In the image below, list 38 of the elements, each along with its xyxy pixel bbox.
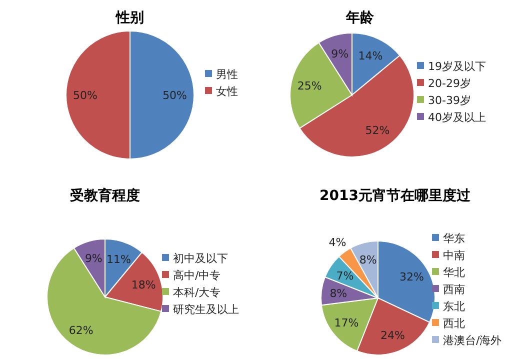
legend-label: 女性 bbox=[216, 85, 238, 98]
data-label: 17% bbox=[334, 316, 359, 330]
data-label: 9% bbox=[84, 252, 102, 266]
legend-label: 30-39岁 bbox=[428, 94, 471, 107]
data-label: 52% bbox=[365, 124, 390, 138]
chart-title: 性别 bbox=[115, 10, 144, 26]
data-label: 14% bbox=[358, 50, 383, 63]
data-label: 62% bbox=[68, 324, 94, 337]
legend-label: 19岁及以下 bbox=[428, 60, 486, 73]
legend-label: 西南 bbox=[443, 283, 465, 296]
chart-title: 2013元宵节在哪里度过 bbox=[320, 187, 472, 204]
legend-label: 男性 bbox=[216, 68, 238, 81]
legend-label: 高中/中专 bbox=[173, 269, 221, 282]
legend-label: 初中及以下 bbox=[173, 252, 228, 265]
legend-label: 西北 bbox=[443, 317, 465, 330]
legend-label: 港澳台/海外 bbox=[443, 334, 502, 347]
legend-label: 20-29岁 bbox=[428, 77, 471, 90]
data-label: 25% bbox=[297, 80, 322, 93]
data-label: 32% bbox=[399, 270, 424, 284]
data-label: 50% bbox=[162, 89, 188, 102]
data-label: 4% bbox=[328, 236, 346, 250]
chart-title: 受教育程度 bbox=[69, 187, 140, 204]
data-label: 50% bbox=[72, 89, 98, 102]
data-label: 9% bbox=[331, 47, 349, 60]
data-label: 11% bbox=[106, 252, 131, 266]
chart-title: 年龄 bbox=[345, 10, 375, 26]
data-label: 18% bbox=[131, 278, 156, 292]
data-label: 7% bbox=[336, 270, 354, 283]
data-label: 8% bbox=[359, 253, 377, 266]
legend-label: 中南 bbox=[443, 249, 465, 262]
legend-label: 华东 bbox=[443, 232, 465, 245]
legend-label: 40岁及以上 bbox=[428, 111, 486, 124]
data-label: 8% bbox=[330, 287, 348, 300]
legend-label: 本科/大专 bbox=[173, 286, 221, 299]
legend-label: 研究生及以上 bbox=[173, 303, 239, 316]
legend-label: 华北 bbox=[443, 266, 465, 279]
legend-label: 东北 bbox=[443, 300, 465, 313]
data-label: 24% bbox=[380, 329, 405, 342]
